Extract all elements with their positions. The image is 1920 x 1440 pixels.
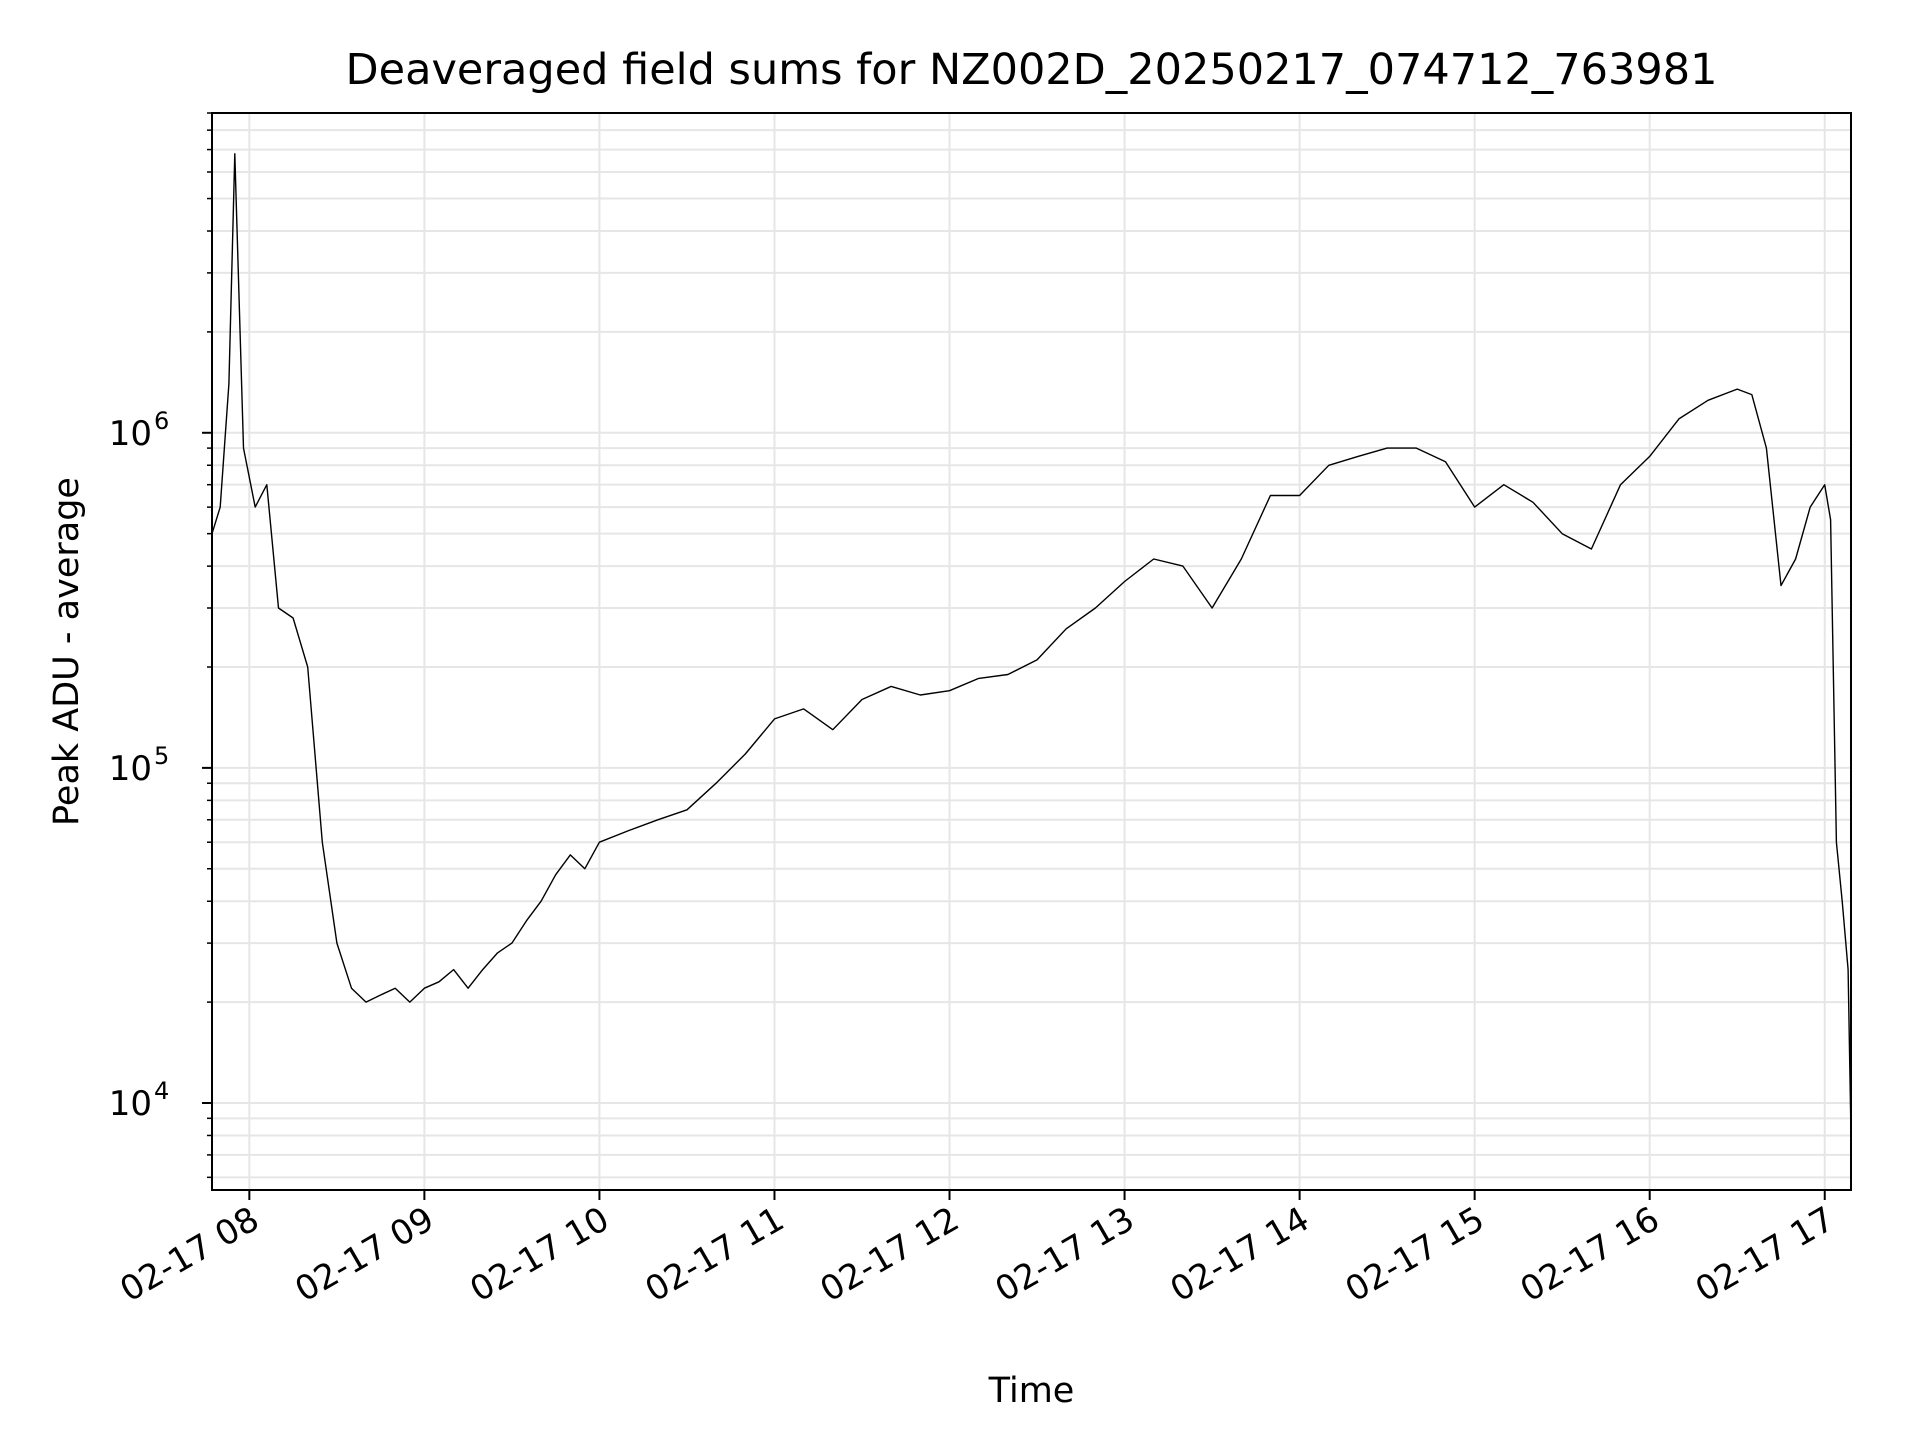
y-tick-exponent: 5: [154, 742, 169, 770]
plot-frame: [211, 112, 1852, 1191]
series-line: [212, 153, 1851, 1136]
series-layer: [212, 153, 1851, 1136]
grid: [212, 112, 1851, 1190]
y-tick-exponent: 6: [154, 407, 169, 435]
y-tick-label: 10: [109, 1084, 152, 1124]
x-axis-label: Time: [988, 1371, 1075, 1411]
y-tick-label: 10: [109, 414, 152, 454]
y-tick-label: 10: [109, 749, 152, 789]
chart-title: Deaveraged field sums for NZ002D_2025021…: [346, 45, 1718, 95]
y-axis-label: Peak ADU - average: [47, 477, 87, 826]
y-tick-exponent: 4: [154, 1077, 169, 1105]
